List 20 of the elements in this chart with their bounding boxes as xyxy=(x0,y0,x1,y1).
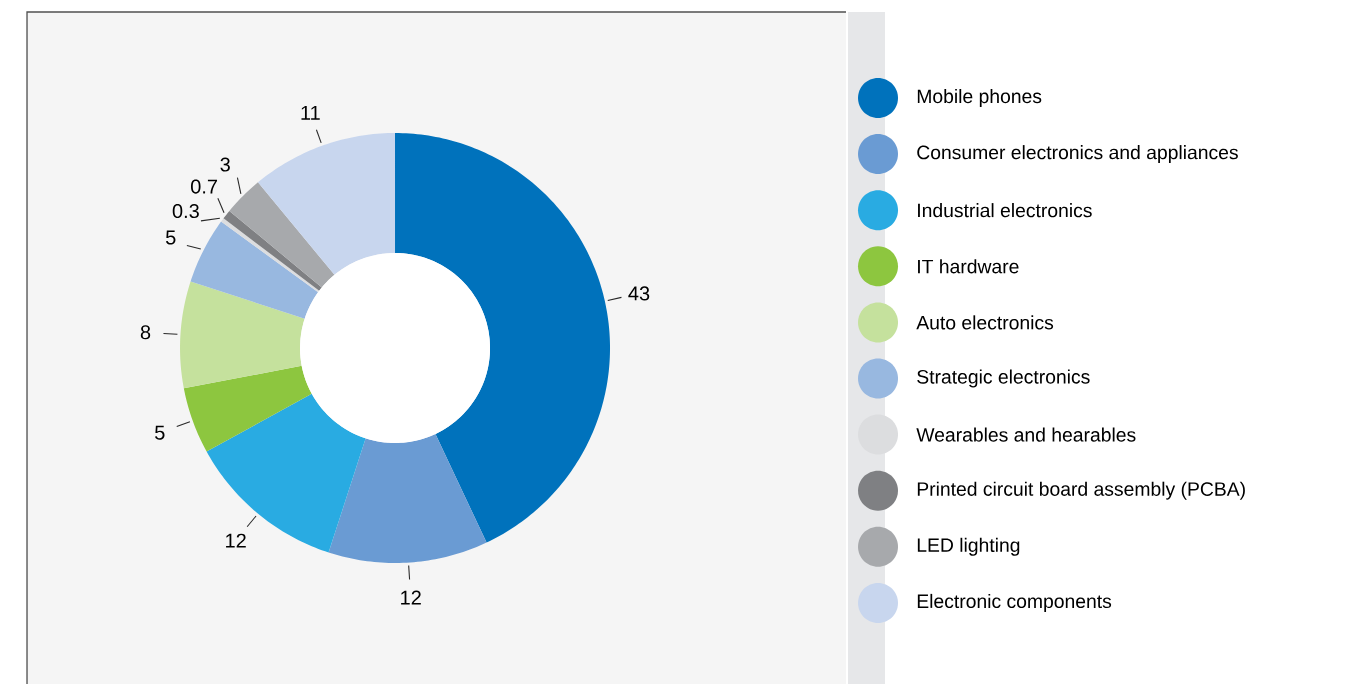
legend-label: Electronic components xyxy=(917,593,1112,612)
data-label: 5 xyxy=(155,425,165,440)
legend-label: Auto electronics xyxy=(916,315,1054,330)
legend-label: Industrial electronics xyxy=(918,203,1092,218)
data-label: 0.3 xyxy=(172,203,199,219)
data-label: 11 xyxy=(301,105,320,120)
data-label: 12 xyxy=(226,533,246,548)
legend-label: Printed circuit board assembly (PCBA) xyxy=(917,481,1245,500)
legend-label: Strategic electronics xyxy=(917,369,1090,388)
data-label: 12 xyxy=(401,590,421,605)
data-label: 8 xyxy=(140,325,151,340)
legend-label: IT hardware xyxy=(918,259,1019,274)
legend-label: Mobile phones xyxy=(917,88,1042,108)
legend-label: Wearables and hearables xyxy=(916,427,1136,442)
data-label: 43 xyxy=(628,286,650,301)
legend-label: Consumer electronics and appliances xyxy=(917,145,1238,164)
data-label: 3 xyxy=(220,157,230,172)
legend-label: LED lighting xyxy=(917,537,1020,556)
data-label: 0.7 xyxy=(190,179,218,194)
data-label: 5 xyxy=(165,230,176,245)
